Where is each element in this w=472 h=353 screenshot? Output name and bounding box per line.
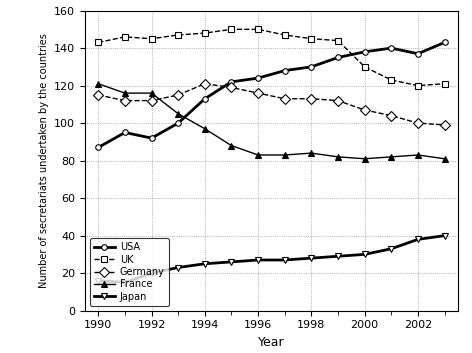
France — [228, 143, 234, 148]
France — [122, 91, 128, 95]
UK — [95, 40, 101, 44]
UK — [362, 65, 367, 69]
USA — [255, 76, 261, 80]
USA — [362, 50, 367, 54]
Germany — [415, 121, 421, 125]
UK — [149, 37, 154, 41]
France — [95, 82, 101, 86]
Legend: USA, UK, Germany, France, Japan: USA, UK, Germany, France, Japan — [90, 238, 169, 306]
USA — [309, 65, 314, 69]
UK — [415, 84, 421, 88]
Y-axis label: Number of secretariats undertaken by the countries: Number of secretariats undertaken by the… — [39, 33, 49, 288]
UK — [202, 31, 208, 35]
USA — [442, 40, 447, 44]
USA — [122, 130, 128, 134]
Germany — [442, 123, 447, 127]
Germany — [255, 91, 261, 95]
X-axis label: Year: Year — [258, 336, 285, 349]
UK — [309, 37, 314, 41]
Germany — [95, 93, 101, 97]
France — [149, 91, 154, 95]
Germany — [282, 97, 287, 101]
France — [388, 155, 394, 159]
UK — [282, 33, 287, 37]
Germany — [309, 97, 314, 101]
France — [255, 153, 261, 157]
France — [442, 157, 447, 161]
France — [362, 157, 367, 161]
USA — [95, 145, 101, 150]
Germany — [362, 108, 367, 112]
Germany — [228, 85, 234, 90]
UK — [388, 78, 394, 82]
Japan — [309, 256, 314, 260]
UK — [228, 27, 234, 31]
UK — [122, 35, 128, 39]
Japan — [255, 258, 261, 262]
USA — [282, 68, 287, 73]
Japan — [228, 260, 234, 264]
Line: Germany: Germany — [95, 80, 448, 128]
Japan — [202, 262, 208, 266]
USA — [335, 55, 341, 60]
Germany — [335, 98, 341, 103]
Japan — [122, 280, 128, 285]
Japan — [388, 247, 394, 251]
Japan — [175, 265, 181, 270]
Japan — [282, 258, 287, 262]
France — [335, 155, 341, 159]
France — [309, 151, 314, 155]
Line: France: France — [95, 80, 448, 162]
Japan — [362, 252, 367, 257]
Germany — [149, 98, 154, 103]
USA — [388, 46, 394, 50]
Japan — [415, 237, 421, 241]
France — [202, 127, 208, 131]
Germany — [388, 114, 394, 118]
Japan — [335, 254, 341, 258]
UK — [255, 27, 261, 31]
USA — [202, 97, 208, 101]
Line: Japan: Japan — [95, 232, 448, 286]
Line: USA: USA — [95, 40, 447, 150]
Japan — [149, 271, 154, 275]
France — [415, 153, 421, 157]
Germany — [175, 93, 181, 97]
France — [175, 112, 181, 116]
Germany — [202, 82, 208, 86]
USA — [149, 136, 154, 140]
France — [282, 153, 287, 157]
USA — [415, 52, 421, 56]
USA — [175, 121, 181, 125]
Germany — [122, 98, 128, 103]
UK — [442, 82, 447, 86]
USA — [228, 80, 234, 84]
Japan — [442, 234, 447, 238]
UK — [335, 38, 341, 43]
UK — [175, 33, 181, 37]
Line: UK: UK — [95, 26, 448, 89]
Japan — [95, 279, 101, 283]
